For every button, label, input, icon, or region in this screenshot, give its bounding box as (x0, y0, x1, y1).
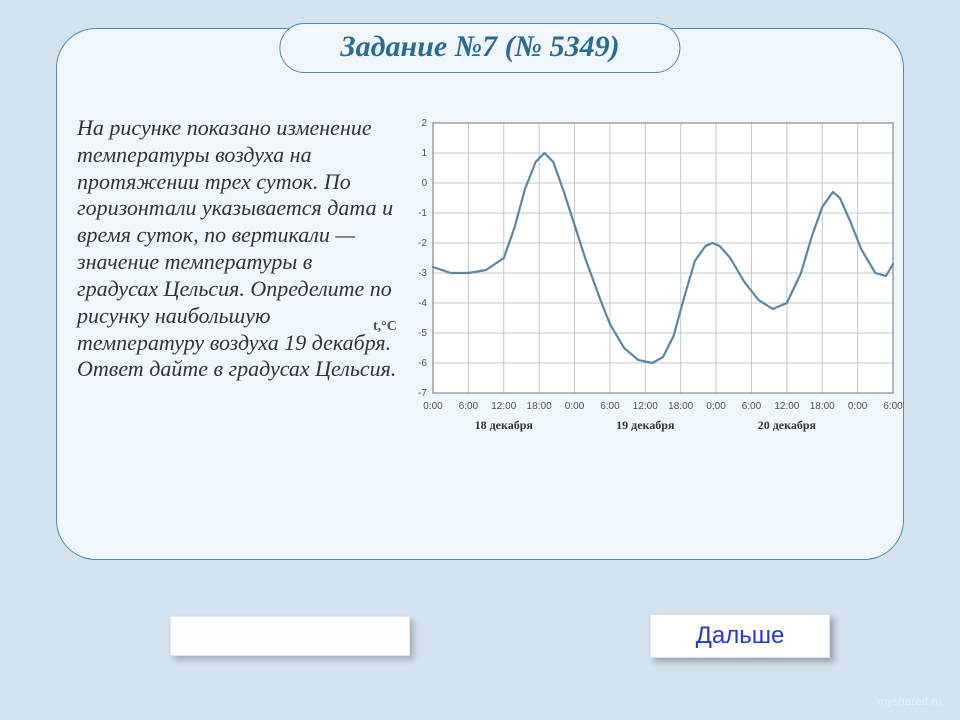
svg-text:6:00: 6:00 (742, 401, 762, 412)
task-title: Задание №7 (№ 5349) (279, 23, 680, 73)
svg-text:18:00: 18:00 (527, 401, 552, 412)
svg-text:-3: -3 (418, 268, 427, 279)
y-axis-label: t,°C (373, 319, 397, 335)
svg-text:18:00: 18:00 (668, 401, 693, 412)
svg-text:-4: -4 (418, 298, 427, 309)
svg-text:-2: -2 (418, 238, 427, 249)
content-row: На рисунке показано изменение температур… (77, 115, 883, 539)
task-card: Задание №7 (№ 5349) На рисунке показано … (56, 28, 904, 560)
svg-text:18:00: 18:00 (810, 401, 835, 412)
svg-text:6:00: 6:00 (883, 401, 903, 412)
svg-text:0:00: 0:00 (565, 401, 585, 412)
svg-text:18 декабря: 18 декабря (475, 418, 534, 432)
svg-text:-6: -6 (418, 358, 427, 369)
svg-text:1: 1 (421, 148, 427, 159)
svg-text:0:00: 0:00 (848, 401, 868, 412)
svg-text:12:00: 12:00 (633, 401, 658, 412)
svg-text:12:00: 12:00 (491, 401, 516, 412)
svg-text:0:00: 0:00 (423, 401, 443, 412)
chart-area: t,°C 210-1-2-3-4-5-6-70:006:0012:0018:00… (405, 115, 905, 539)
svg-text:6:00: 6:00 (459, 401, 479, 412)
svg-text:-5: -5 (418, 328, 427, 339)
svg-text:20 декабря: 20 декабря (758, 418, 817, 432)
svg-text:0:00: 0:00 (706, 401, 726, 412)
bottom-controls: Дальше (170, 608, 870, 664)
svg-text:2: 2 (421, 118, 427, 129)
question-text: На рисунке показано изменение температур… (77, 115, 397, 539)
answer-input[interactable] (170, 616, 410, 656)
svg-text:-7: -7 (418, 388, 427, 399)
svg-text:0: 0 (421, 178, 427, 189)
svg-text:12:00: 12:00 (774, 401, 799, 412)
next-button[interactable]: Дальше (650, 614, 830, 658)
svg-text:6:00: 6:00 (600, 401, 620, 412)
temperature-chart: 2 1 0 -1 -2 -3 -4 -5 -6 -7 0:00 6:00 12:00 18:00 0:00 6… (405, 115, 905, 455)
svg-text:-1: -1 (418, 208, 427, 219)
svg-text:19 декабря: 19 декабря (616, 418, 675, 432)
watermark: myshared.ru (878, 696, 942, 708)
